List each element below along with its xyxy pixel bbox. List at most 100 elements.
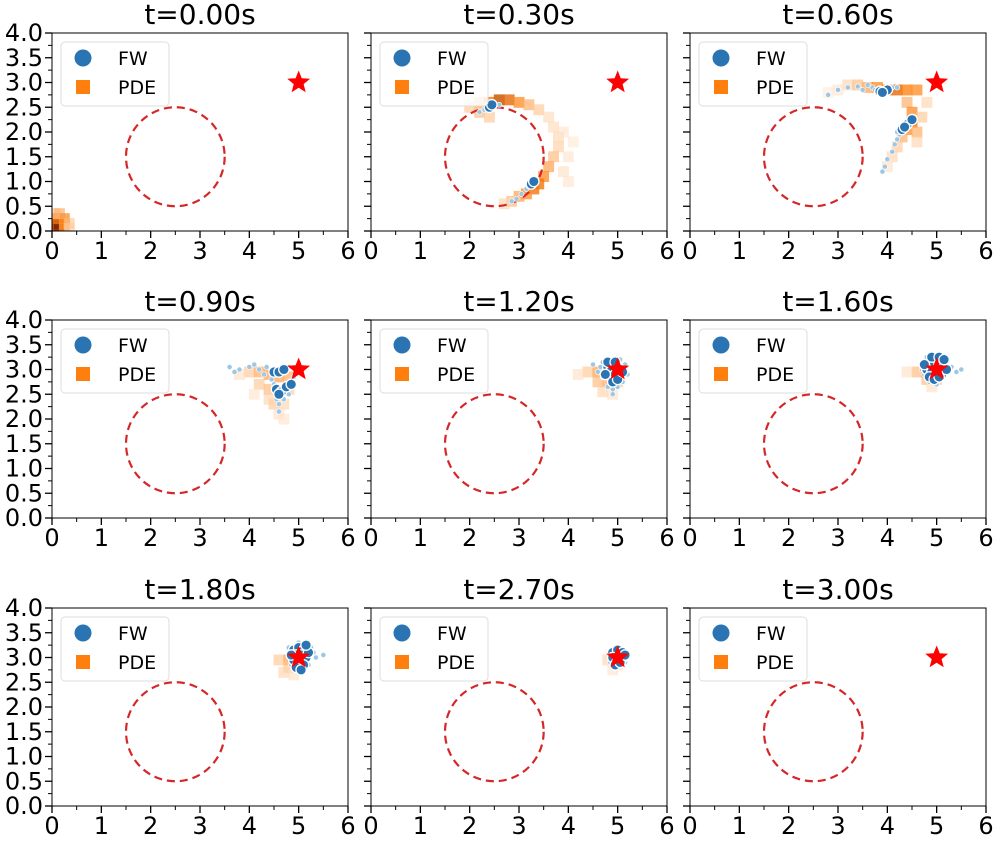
y-tick-label: 0.0	[5, 504, 43, 532]
panel-9: 0 1 2 3 4 5 6 t=3.00s FW PDE	[682, 573, 993, 840]
legend: FW PDE	[698, 41, 808, 107]
pde-density-cell	[906, 106, 918, 118]
fw-trail-point	[263, 364, 270, 370]
panel-title: t=2.70s	[463, 573, 574, 606]
panel-8: 0 1 2 3 4 5 6 t=2.70s FW PDE	[363, 573, 674, 840]
pde-density-cell	[911, 126, 923, 138]
x-tick-label: 3	[830, 524, 845, 552]
legend-fw-marker	[74, 624, 92, 642]
pde-density-cell	[901, 84, 913, 96]
fw-particle	[527, 175, 540, 188]
legend-pde-marker	[76, 367, 90, 381]
legend-fw-label: FW	[437, 48, 467, 70]
fw-trail-point	[231, 369, 238, 375]
legend-pde-marker	[395, 655, 409, 669]
pde-density-cell	[513, 96, 525, 108]
x-tick-label: 2	[462, 237, 477, 265]
plot-content	[124, 357, 311, 495]
x-tick-label: 2	[781, 237, 796, 265]
panel-4: 0 1 2 3 4 5 6 0.00.51.01.52.02.53.03.54.0 t=0.90…	[5, 285, 356, 552]
pde-density-cell	[533, 104, 545, 116]
pde-density-cell	[548, 121, 559, 133]
panel-title: t=3.00s	[782, 573, 893, 606]
target-star	[606, 70, 630, 93]
x-tick-label: 3	[192, 524, 207, 552]
x-tick-label: 4	[561, 237, 576, 265]
fw-trail-point	[256, 366, 263, 373]
x-tick-label: 1	[413, 524, 428, 552]
legend: FW PDE	[379, 41, 489, 107]
x-tick-label: 1	[732, 524, 747, 552]
pde-density-cell	[891, 141, 903, 153]
y-tick-label: 3.5	[5, 331, 43, 359]
pde-density-cell	[911, 84, 923, 96]
fw-trail-point	[261, 371, 268, 378]
y-tick-label: 0.5	[5, 479, 43, 507]
fw-trail-point	[835, 87, 841, 93]
plot-content	[443, 356, 631, 495]
y-tick-label: 4.0	[5, 594, 43, 622]
x-tick-label: 5	[291, 237, 306, 265]
legend-pde-label: PDE	[756, 77, 794, 99]
panel-5: 0 1 2 3 4 5 6 t=1.20s FW PDE	[363, 285, 674, 552]
x-tick-label: 0	[682, 812, 697, 840]
x-tick-label: 5	[610, 237, 625, 265]
x-tick-label: 1	[413, 237, 428, 265]
panel-3: 0 1 2 3 4 5 6 t=0.60s FW PDE	[682, 0, 993, 265]
panel-title: t=0.60s	[782, 0, 893, 31]
pde-density-cell	[288, 669, 300, 681]
y-tick-label: 4.0	[5, 19, 43, 47]
y-tick-label: 1.5	[5, 430, 43, 458]
pde-density-cell	[513, 190, 525, 202]
plot-content	[52, 70, 311, 231]
fw-particle	[599, 368, 612, 381]
target-star	[925, 357, 949, 380]
fw-particle	[278, 363, 290, 376]
x-tick-label: 6	[659, 524, 674, 552]
y-tick-label: 1.0	[5, 455, 43, 483]
legend-fw-label: FW	[437, 335, 467, 357]
plot-content	[443, 644, 631, 783]
fw-trail-point	[889, 148, 896, 155]
x-tick-label: 4	[242, 812, 257, 840]
legend-pde-label: PDE	[756, 652, 794, 674]
legend-fw-label: FW	[756, 335, 786, 357]
x-tick-label: 2	[143, 237, 158, 265]
legend: FW PDE	[379, 616, 489, 682]
panel-1: 0 1 2 3 4 5 6 0.00.51.01.52.02.53.03.54.0 t=0.00…	[5, 0, 356, 265]
fw-trail-point	[609, 391, 616, 398]
fw-particle	[898, 121, 911, 133]
fw-particle	[918, 358, 931, 371]
x-tick-label: 0	[363, 237, 378, 265]
legend-pde-label: PDE	[437, 364, 475, 386]
fw-particle	[285, 378, 298, 391]
x-tick-label: 4	[880, 237, 895, 265]
x-tick-label: 2	[781, 524, 796, 552]
y-tick-label: 3.0	[5, 356, 43, 384]
pde-density-cell	[263, 383, 275, 395]
y-tick-label: 0.5	[5, 192, 43, 220]
legend-fw-label: FW	[756, 48, 786, 70]
x-tick-label: 0	[363, 812, 378, 840]
panel-title: t=1.20s	[463, 285, 574, 318]
pde-density-cell	[234, 369, 245, 380]
fw-particle	[906, 113, 918, 126]
legend: FW PDE	[60, 328, 170, 394]
legend-pde-label: PDE	[118, 77, 156, 99]
fw-trail-point	[884, 156, 891, 163]
x-tick-label: 6	[340, 812, 355, 840]
fw-trail-point	[825, 91, 832, 98]
x-tick-label: 5	[929, 812, 944, 840]
legend-fw-marker	[393, 336, 411, 354]
pde-density-cell	[498, 198, 510, 210]
x-tick-label: 0	[44, 237, 59, 265]
y-tick-label: 3.5	[5, 44, 43, 72]
x-tick-label: 4	[880, 524, 895, 552]
legend: FW PDE	[698, 328, 808, 394]
legend-pde-marker	[714, 367, 728, 381]
x-tick-label: 5	[291, 812, 306, 840]
obstacle-circle	[762, 681, 864, 783]
pde-density-cell	[911, 136, 923, 148]
legend-pde-label: PDE	[118, 652, 156, 674]
x-tick-label: 2	[462, 812, 477, 840]
